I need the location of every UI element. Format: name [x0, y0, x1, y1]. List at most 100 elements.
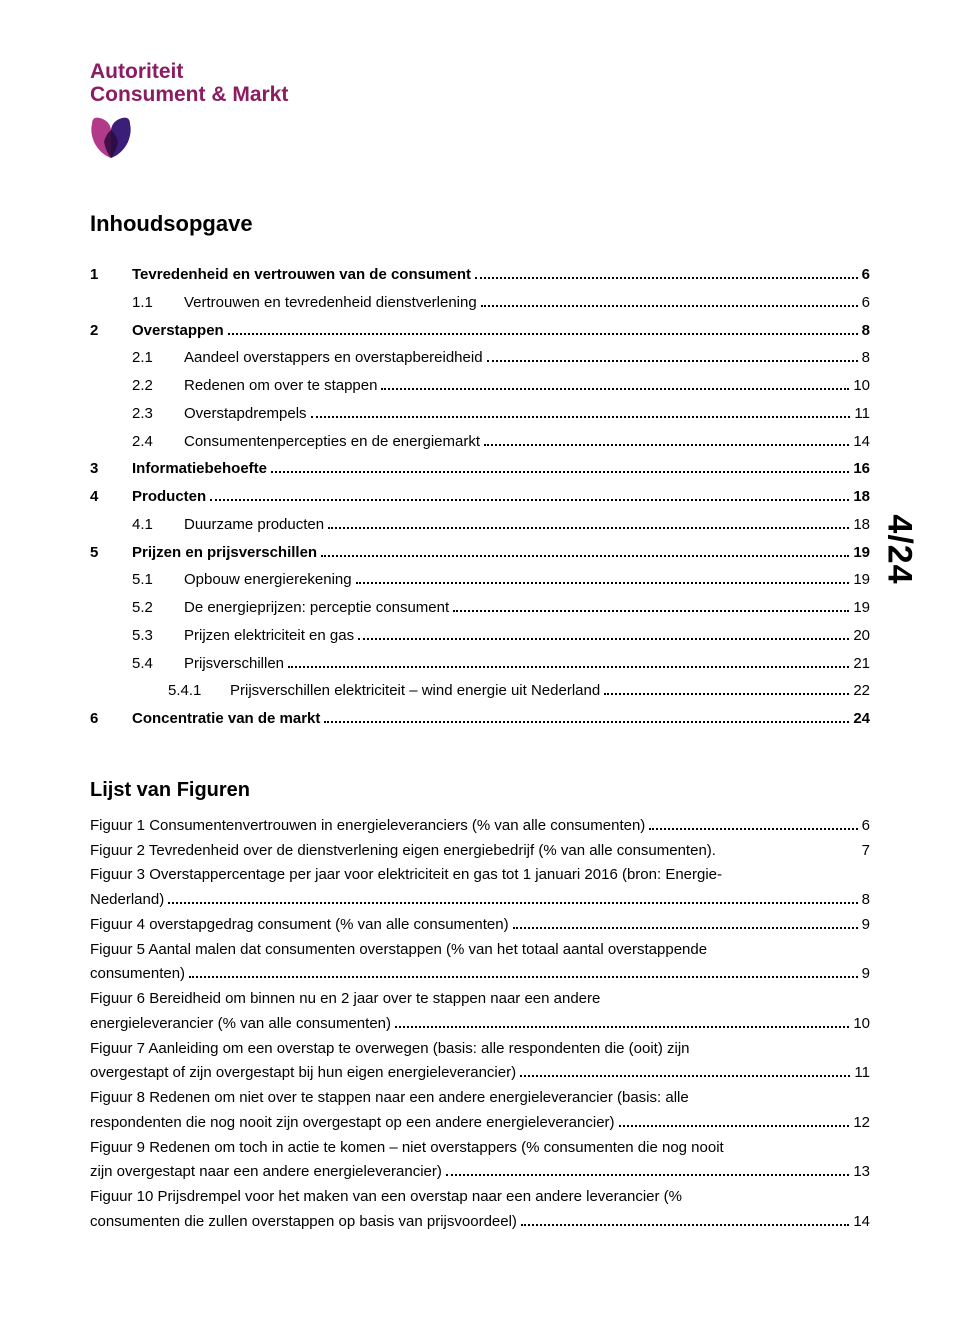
toc-entry: 1.1Vertrouwen en tevredenheid dienstverl…	[90, 289, 870, 317]
figure-entry-text: Figuur 5 Aantal malen dat consumenten ov…	[90, 938, 870, 963]
toc-entry: 4.1Duurzame producten18	[90, 511, 870, 539]
brand-text: Autoriteit Consument & Markt	[90, 60, 870, 106]
toc-entry-page: 14	[853, 428, 870, 456]
toc-entry-page: 16	[853, 455, 870, 483]
toc-entry-number: 5.2	[132, 594, 184, 622]
toc-entry-label: Prijsverschillen elektriciteit – wind en…	[230, 677, 600, 705]
table-of-contents: 1Tevredenheid en vertrouwen van de consu…	[90, 261, 870, 733]
figure-entry-text-tail: consumenten)	[90, 962, 185, 987]
figure-leader-dots	[521, 1215, 849, 1226]
figure-entry-lastline: Figuur 4 overstapgedrag consument (% van…	[90, 913, 870, 938]
figure-leader-dots	[619, 1116, 850, 1127]
figure-entry-text: Figuur 9 Redenen om toch in actie te kom…	[90, 1136, 870, 1161]
toc-entry-label: Overstappen	[132, 317, 224, 345]
toc-entry-label: Informatiebehoefte	[132, 455, 267, 483]
figure-list-entry: Figuur 7 Aanleiding om een overstap te o…	[90, 1037, 870, 1087]
toc-leader-dots	[481, 296, 858, 307]
figure-leader-dots	[395, 1017, 849, 1028]
toc-leader-dots	[271, 463, 849, 474]
toc-entry-number: 5.4.1	[168, 677, 230, 705]
toc-entry-page: 6	[862, 289, 870, 317]
toc-entry: 5.4.1Prijsverschillen elektriciteit – wi…	[90, 677, 870, 705]
toc-entry: 5Prijzen en prijsverschillen19	[90, 539, 870, 567]
toc-entry-page: 19	[853, 594, 870, 622]
figure-entry-lastline: consumenten die zullen overstappen op ba…	[90, 1210, 870, 1235]
toc-leader-dots	[453, 602, 849, 613]
figure-entry-page: 13	[853, 1160, 870, 1185]
toc-entry-number: 2.4	[132, 428, 184, 456]
figure-entry-lastline: energieleverancier (% van alle consument…	[90, 1012, 870, 1037]
toc-entry: 6Concentratie van de markt24	[90, 705, 870, 733]
toc-entry-label: Concentratie van de markt	[132, 705, 320, 733]
toc-entry-page: 8	[862, 317, 870, 345]
toc-entry-label: Vertrouwen en tevredenheid dienstverleni…	[184, 289, 477, 317]
figure-entry-lastline: Figuur 2 Tevredenheid over de dienstverl…	[90, 839, 870, 864]
figure-entry-text: Figuur 8 Redenen om niet over te stappen…	[90, 1086, 870, 1111]
toc-entry-label: Opbouw energierekening	[184, 566, 352, 594]
toc-entry: 2.4Consumentenpercepties en de energiema…	[90, 428, 870, 456]
toc-entry-label: Aandeel overstappers en overstapbereidhe…	[184, 344, 483, 372]
toc-entry-number: 1	[90, 261, 132, 289]
toc-entry: 4Producten18	[90, 483, 870, 511]
toc-leader-dots	[324, 713, 849, 724]
figure-list-entry: Figuur 5 Aantal malen dat consumenten ov…	[90, 938, 870, 988]
figure-entry-page: 12	[853, 1111, 870, 1136]
toc-entry: 2.1Aandeel overstappers en overstapberei…	[90, 344, 870, 372]
brand-line1: Autoriteit	[90, 60, 183, 83]
toc-entry-label: Prijzen elektriciteit en gas	[184, 622, 354, 650]
figure-list-entry: Figuur 4 overstapgedrag consument (% van…	[90, 913, 870, 938]
figure-leader-dots	[649, 819, 857, 830]
toc-entry-page: 6	[862, 261, 870, 289]
toc-entry-page: 22	[853, 677, 870, 705]
toc-entry: 3Informatiebehoefte16	[90, 455, 870, 483]
toc-entry-page: 21	[853, 650, 870, 678]
toc-leader-dots	[358, 629, 849, 640]
figure-entry-text-tail: respondenten die nog nooit zijn overgest…	[90, 1111, 615, 1136]
toc-entry-number: 4.1	[132, 511, 184, 539]
figure-list-entry: Figuur 2 Tevredenheid over de dienstverl…	[90, 839, 870, 864]
toc-entry-number: 1.1	[132, 289, 184, 317]
figure-entry-page: 14	[853, 1210, 870, 1235]
figure-entry-lastline: respondenten die nog nooit zijn overgest…	[90, 1111, 870, 1136]
figure-list-entry: Figuur 8 Redenen om niet over te stappen…	[90, 1086, 870, 1136]
toc-entry-label: Producten	[132, 483, 206, 511]
toc-entry-number: 2.2	[132, 372, 184, 400]
figure-entry-text: Figuur 6 Bereidheid om binnen nu en 2 ja…	[90, 987, 870, 1012]
toc-entry: 5.1Opbouw energierekening19	[90, 566, 870, 594]
figure-list-entry: Figuur 6 Bereidheid om binnen nu en 2 ja…	[90, 987, 870, 1037]
figure-entry-text-tail: zijn overgestapt naar een andere energie…	[90, 1160, 442, 1185]
toc-leader-dots	[210, 491, 849, 502]
figure-entry-text-tail: consumenten die zullen overstappen op ba…	[90, 1210, 517, 1235]
toc-entry-label: Consumentenpercepties en de energiemarkt	[184, 428, 480, 456]
toc-entry-page: 10	[853, 372, 870, 400]
toc-leader-dots	[328, 518, 849, 529]
figure-leader-dots	[168, 894, 857, 905]
toc-leader-dots	[487, 352, 858, 363]
figure-entry-text: Figuur 10 Prijsdrempel voor het maken va…	[90, 1185, 870, 1210]
brand-logo: Autoriteit Consument & Markt	[90, 60, 870, 171]
toc-entry: 5.4Prijsverschillen21	[90, 650, 870, 678]
figure-entry-text-tail: Figuur 4 overstapgedrag consument (% van…	[90, 913, 509, 938]
figure-leader-dots	[446, 1166, 849, 1177]
figure-entry-lastline: zijn overgestapt naar een andere energie…	[90, 1160, 870, 1185]
figure-entry-text-tail: Figuur 2 Tevredenheid over de dienstverl…	[90, 839, 716, 864]
figure-entry-text-tail: Nederland)	[90, 888, 164, 913]
toc-entry: 2.3Overstapdrempels11	[90, 400, 870, 428]
toc-entry-label: Prijzen en prijsverschillen	[132, 539, 317, 567]
figure-entry-lastline: Figuur 1 Consumentenvertrouwen in energi…	[90, 814, 870, 839]
brand-line2: Consument & Markt	[90, 83, 288, 106]
figure-list-heading: Lijst van Figuren	[90, 779, 870, 802]
figure-entry-page: 6	[862, 814, 870, 839]
toc-entry-number: 2.1	[132, 344, 184, 372]
toc-entry-label: De energieprijzen: perceptie consument	[184, 594, 449, 622]
toc-entry-number: 2	[90, 317, 132, 345]
figure-entry-page: 7	[862, 839, 870, 864]
figure-list-entry: Figuur 3 Overstappercentage per jaar voo…	[90, 863, 870, 913]
figure-entry-page: 8	[862, 888, 870, 913]
toc-leader-dots	[475, 269, 858, 280]
figure-entry-text-tail: energieleverancier (% van alle consument…	[90, 1012, 391, 1037]
toc-entry-page: 18	[853, 511, 870, 539]
toc-entry: 2.2Redenen om over te stappen10	[90, 372, 870, 400]
figure-leader-dots	[520, 1067, 850, 1078]
toc-entry-label: Prijsverschillen	[184, 650, 284, 678]
